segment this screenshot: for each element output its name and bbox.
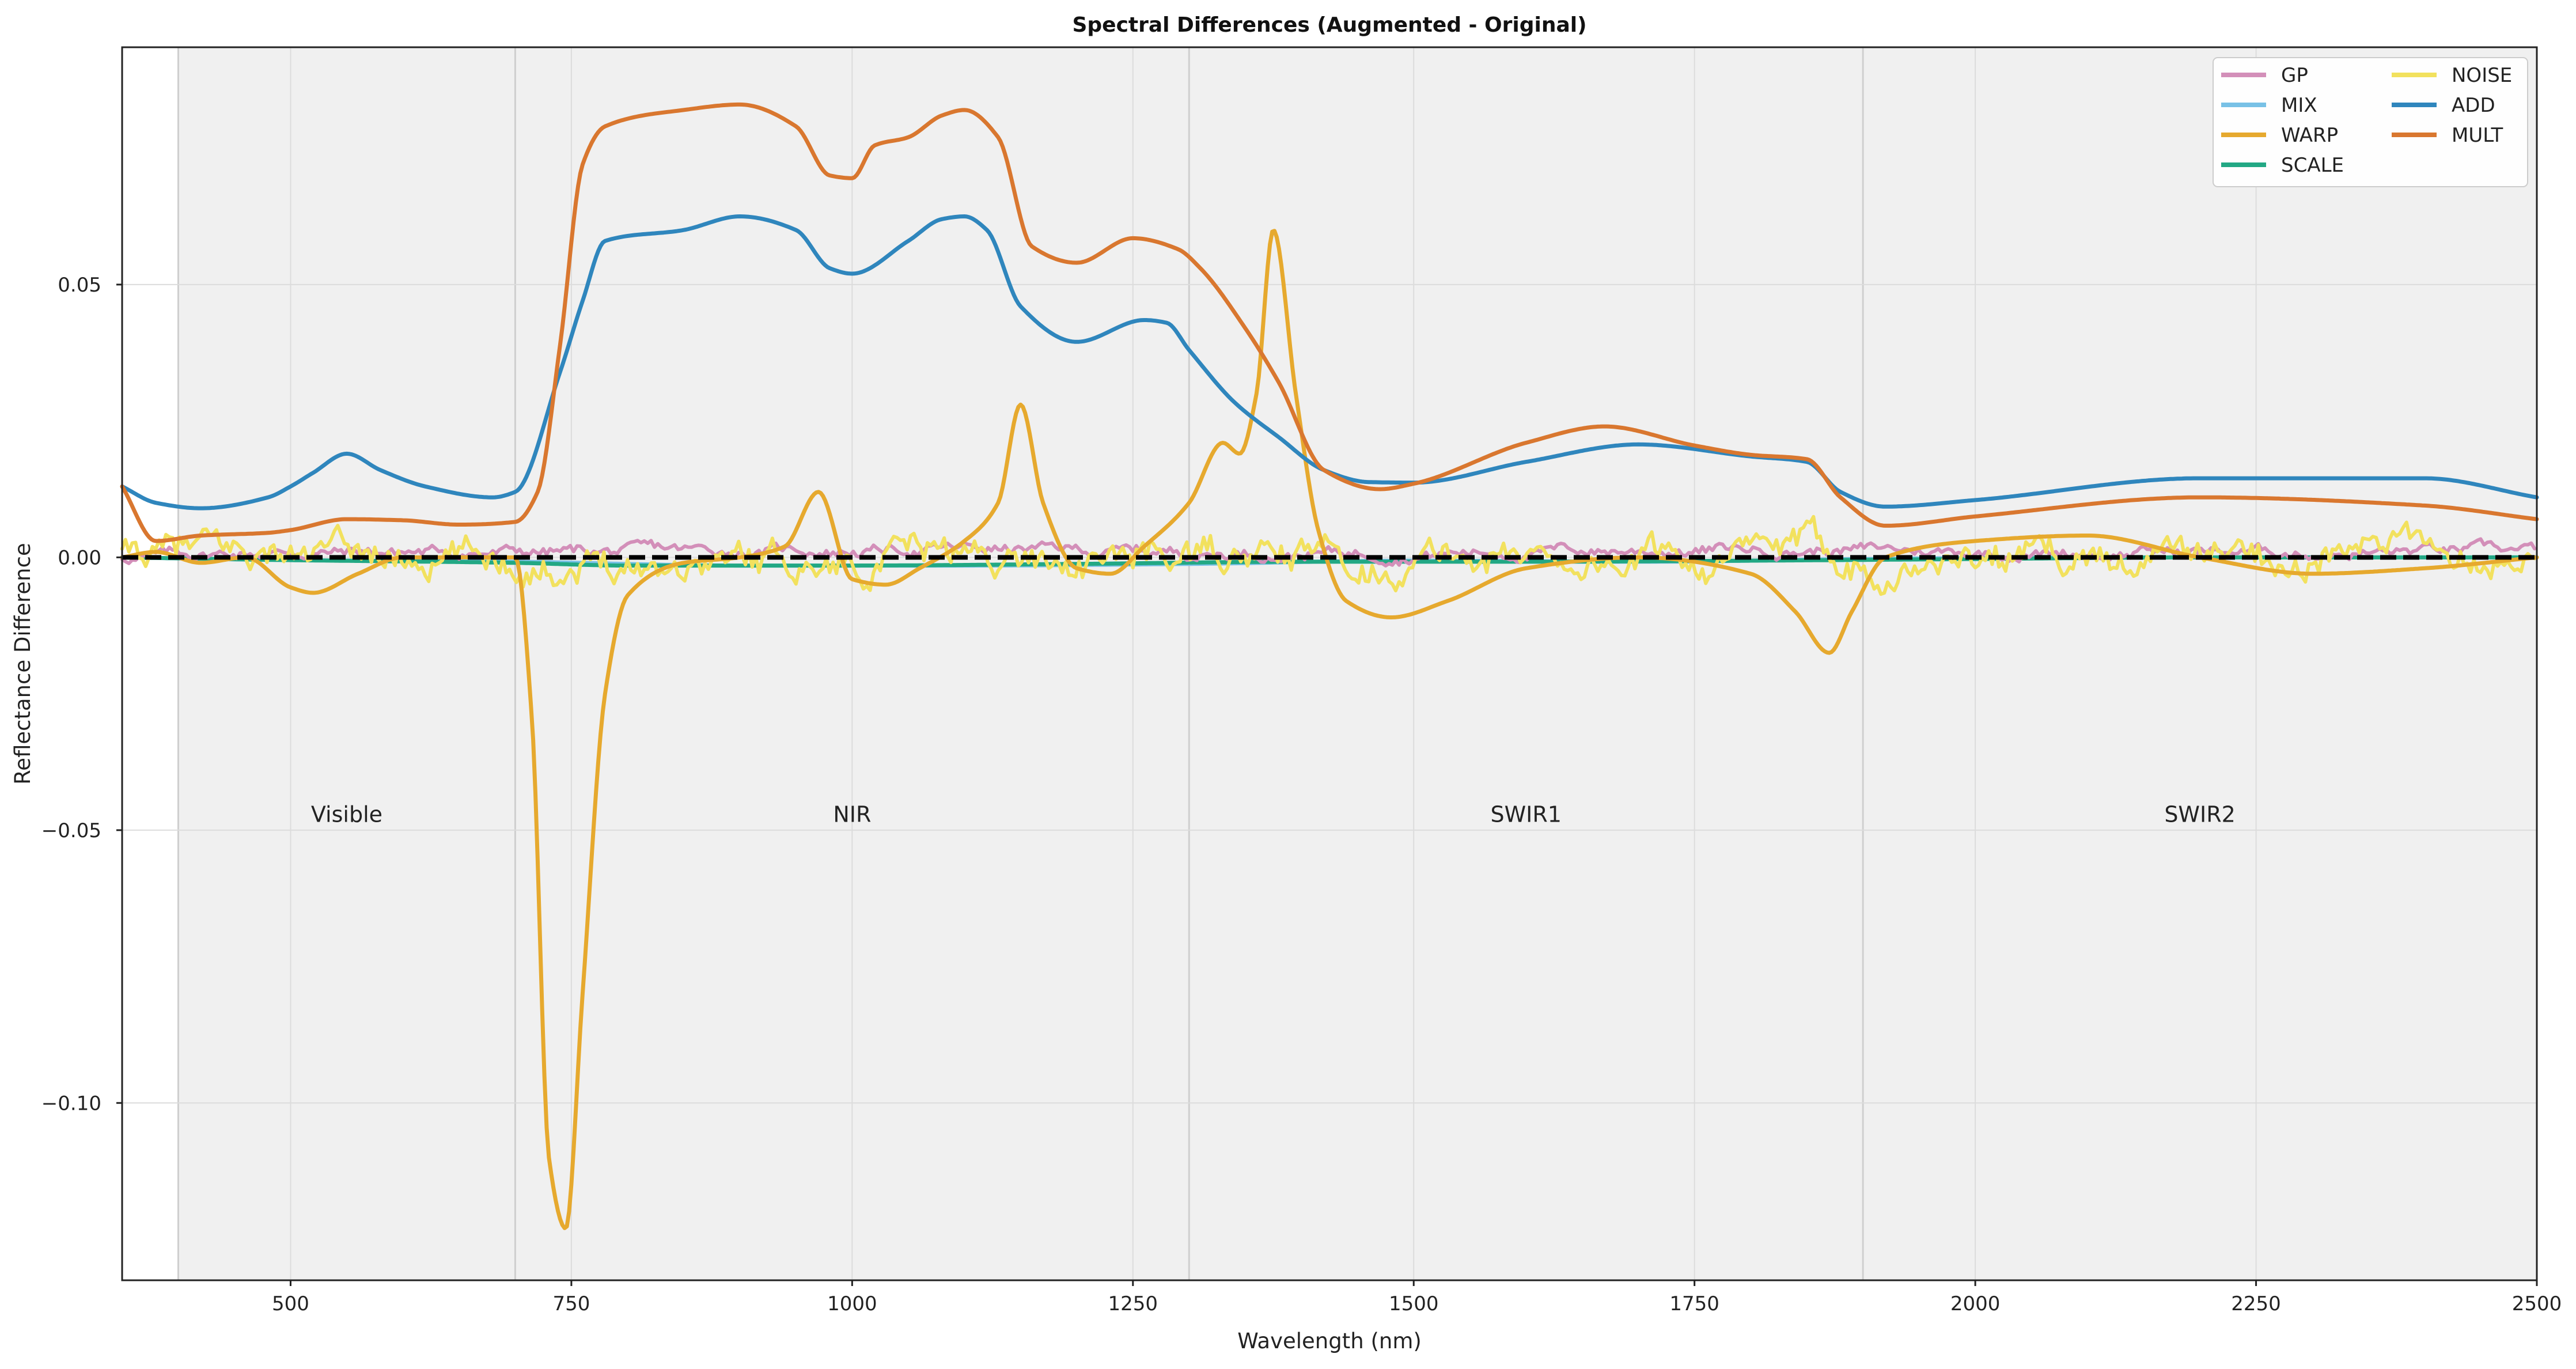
legend: GP MIX WARP SCALE NOISE ADD MULT: [2213, 57, 2528, 187]
series-line-gp: [120, 537, 2537, 568]
region-band: [178, 47, 516, 1280]
y-axis-ticks: 0.05 0.00 −0.05 −0.10: [41, 274, 122, 1115]
legend-label-mult: MULT: [2452, 124, 2503, 147]
region-label: SWIR2: [2164, 802, 2235, 827]
series-line-warp: [120, 229, 2539, 1230]
axes: [121, 46, 2538, 1281]
series-line-mult: [120, 102, 2539, 543]
chart-title: Spectral Differences (Augmented - Origin…: [1072, 13, 1586, 37]
legend-label-warp: WARP: [2281, 124, 2338, 147]
legend-label-add: ADD: [2452, 94, 2495, 117]
region-label: Visible: [311, 802, 382, 827]
x-tick-label: 1250: [1108, 1292, 1158, 1315]
legend-label-mix: MIX: [2281, 94, 2317, 117]
plot-frame: [121, 46, 2538, 1281]
y-tick-label: −0.05: [41, 819, 101, 842]
x-tick-label: 2500: [2512, 1292, 2562, 1315]
region-band: [1189, 47, 1863, 1280]
region-labels: Visible NIR SWIR1 SWIR2: [311, 802, 2236, 827]
y-tick-label: −0.10: [41, 1092, 101, 1115]
y-tick-label: 0.00: [58, 546, 101, 569]
y-axis-label: Reflectance Difference: [10, 543, 35, 784]
legend-label-gp: GP: [2281, 64, 2308, 87]
x-tick-label: 1000: [827, 1292, 877, 1315]
x-tick-label: 750: [552, 1292, 590, 1315]
legend-label-noise: NOISE: [2452, 64, 2512, 87]
x-tick-label: 1500: [1389, 1292, 1439, 1315]
x-axis-ticks: 500 750 1000 1250 1500 1750 2000 2250 2500: [272, 1280, 2562, 1315]
y-tick-label: 0.05: [58, 274, 101, 297]
x-tick-label: 1750: [1669, 1292, 1719, 1315]
x-tick-label: 500: [272, 1292, 309, 1315]
spectral-regions: [177, 47, 2537, 1280]
x-axis-label: Wavelength (nm): [1237, 1329, 1422, 1353]
region-band: [1863, 47, 2537, 1280]
region-label: SWIR1: [1490, 802, 1561, 827]
x-tick-label: 2250: [2231, 1292, 2281, 1315]
legend-label-scale: SCALE: [2281, 154, 2344, 177]
series-line-noise: [120, 515, 2537, 596]
x-tick-label: 2000: [1950, 1292, 2001, 1315]
legend-box: [2213, 57, 2528, 187]
region-label: NIR: [833, 802, 871, 827]
